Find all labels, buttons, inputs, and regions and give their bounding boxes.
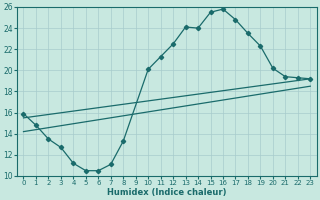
X-axis label: Humidex (Indice chaleur): Humidex (Indice chaleur) — [107, 188, 227, 197]
